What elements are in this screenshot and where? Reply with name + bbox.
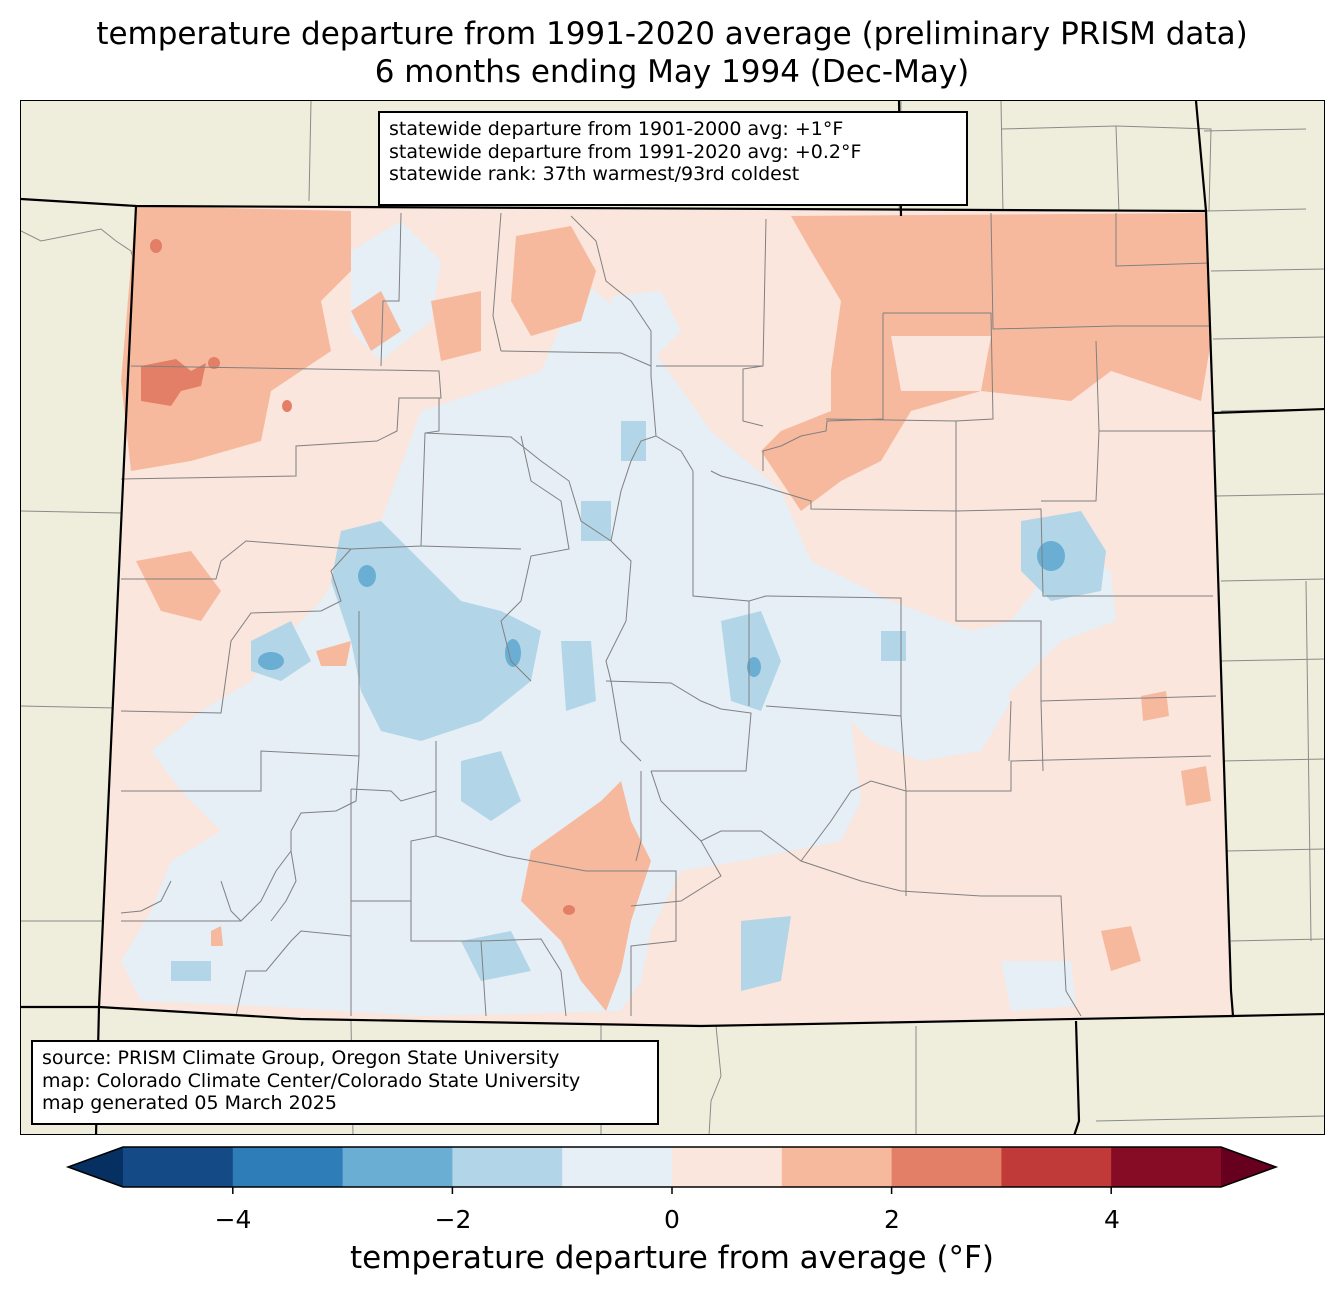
colorbar-bin xyxy=(891,1147,1002,1187)
colorbar xyxy=(65,1146,1279,1194)
colorbar-tick-label: 2 xyxy=(884,1205,900,1234)
colorbar-bin xyxy=(232,1147,344,1187)
temperature-map xyxy=(21,101,1324,1134)
colorbar-tick-label: 4 xyxy=(1104,1205,1120,1234)
map-credit-line: map: Colorado Climate Center/Colorado St… xyxy=(42,1069,581,1092)
warm-region xyxy=(121,206,1211,1011)
stats-line-rank: statewide rank: 37th warmest/93rd coldes… xyxy=(389,163,800,185)
colorbar-tick-label: 0 xyxy=(664,1205,680,1234)
stats-line-1991-2020: statewide departure from 1991-2020 avg: … xyxy=(389,140,862,163)
source-box: source: PRISM Climate Group, Oregon Stat… xyxy=(31,1040,659,1125)
cool-region-light xyxy=(121,221,1116,1016)
colorbar-label: temperature departure from average (°F) xyxy=(350,1240,994,1276)
county-lines xyxy=(120,212,1217,1017)
colorbar-under-arrow xyxy=(68,1147,123,1187)
colorbar-bin xyxy=(1001,1147,1112,1187)
map-title: temperature departure from 1991-2020 ave… xyxy=(96,16,1248,52)
source-line: source: PRISM Climate Group, Oregon Stat… xyxy=(42,1047,560,1069)
cool-region-strong xyxy=(258,541,1065,677)
colorbar-tick-label: −4 xyxy=(214,1205,252,1234)
colorbar-outline xyxy=(65,1146,1279,1188)
colorbar-bins xyxy=(123,1147,1222,1187)
map-subtitle: 6 months ending May 1994 (Dec-May) xyxy=(374,54,970,90)
colorbar-bin xyxy=(672,1147,783,1187)
colorbar-tick-marks xyxy=(232,1187,1112,1194)
colorbar-bin xyxy=(781,1147,893,1187)
generated-date-line: map generated 05 March 2025 xyxy=(42,1092,337,1114)
colorbar-bin xyxy=(123,1147,234,1187)
statewide-stats-box: statewide departure from 1901-2000 avg: … xyxy=(378,111,968,206)
colorbar-bin xyxy=(452,1147,563,1187)
colorbar-bin xyxy=(1111,1147,1222,1187)
colorbar-bin xyxy=(342,1147,453,1187)
map-panel xyxy=(20,100,1325,1135)
colorbar-over-arrow xyxy=(1221,1147,1276,1187)
warm-region-strong xyxy=(141,239,575,915)
colorbar-bin xyxy=(562,1147,673,1187)
stats-line-1901-2000: statewide departure from 1901-2000 avg: … xyxy=(389,118,844,140)
colorbar-tick-label: −2 xyxy=(434,1205,472,1234)
